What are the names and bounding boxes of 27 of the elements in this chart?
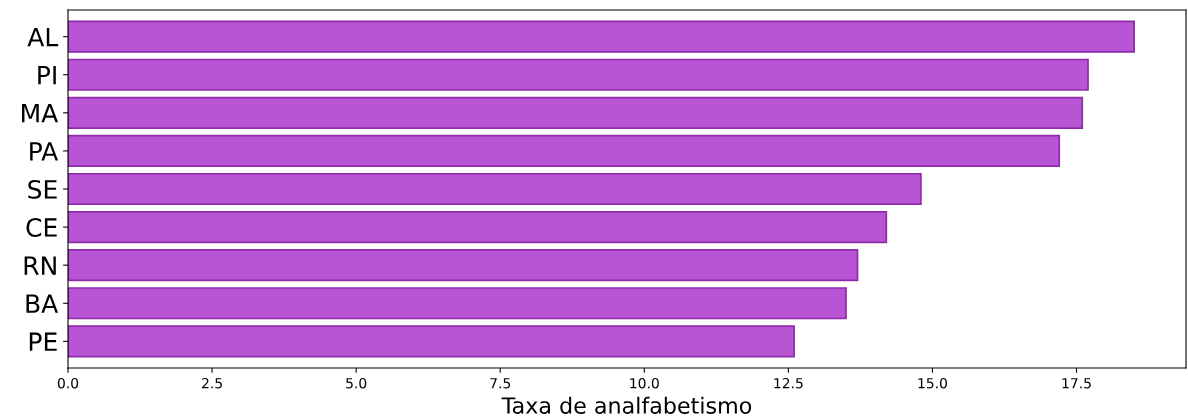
bar — [68, 172, 922, 206]
y-tick-label: AL — [27, 27, 59, 47]
bar — [68, 249, 859, 282]
y-tick-label: PA — [30, 142, 59, 161]
x-tick-label: 17.5 — [1062, 378, 1091, 389]
y-tick-label: BA — [26, 294, 59, 313]
x-tick-label: 5.0 — [346, 377, 367, 389]
bar — [68, 20, 1135, 53]
y-tick-label: MA — [22, 104, 59, 123]
bar — [68, 287, 847, 320]
bar — [68, 96, 1084, 129]
x-tick-label: 12.5 — [774, 377, 803, 389]
bar — [68, 134, 1061, 167]
y-tick-label: CE — [26, 218, 57, 237]
x-tick-label: 10.0 — [630, 377, 659, 389]
x-tick-label: 0.0 — [57, 377, 79, 389]
bar — [68, 211, 888, 244]
bar — [68, 325, 795, 358]
y-tick-label: PE — [29, 332, 57, 351]
y-tick-label: PI — [38, 66, 56, 85]
x-tick-label: 7.5 — [490, 378, 511, 389]
y-tick-label: SE — [28, 179, 57, 199]
x-tick-label: 15.0 — [918, 377, 947, 389]
x-tick-label: 2.5 — [202, 377, 222, 389]
bar — [68, 58, 1089, 91]
x-axis-title: Taxa de analfabetismo — [501, 396, 752, 414]
y-tick-label: RN — [24, 256, 56, 275]
